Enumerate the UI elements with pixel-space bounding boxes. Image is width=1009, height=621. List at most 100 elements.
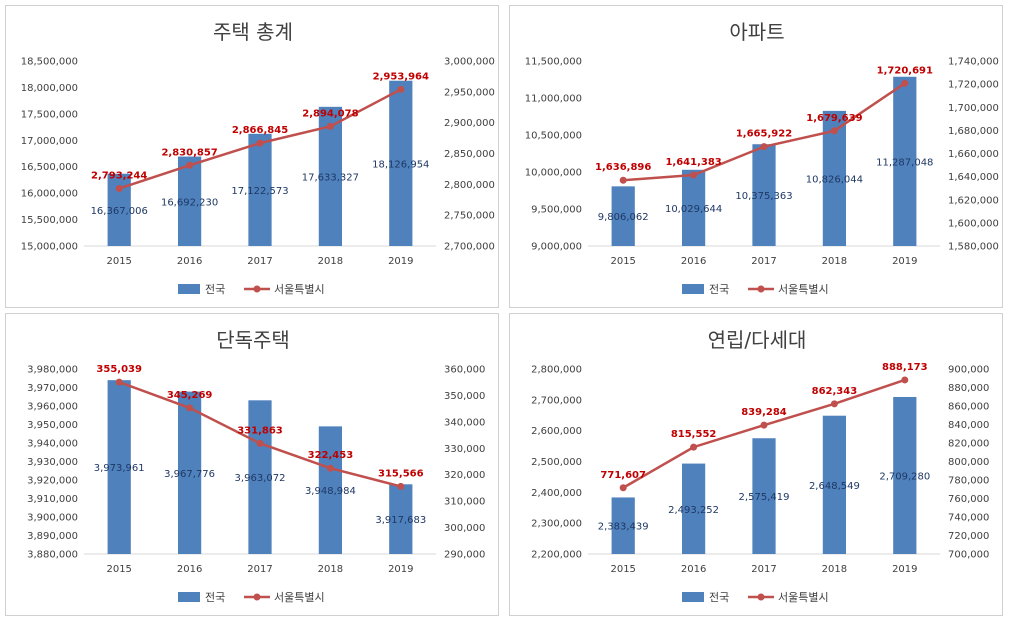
- bar-data-label: 2,648,549: [809, 481, 860, 492]
- bar-data-label: 3,963,072: [235, 473, 286, 484]
- left-axis-tick: 3,970,000: [27, 383, 78, 394]
- bar-2016: [681, 463, 706, 554]
- bar-2015: [611, 497, 635, 554]
- bar-data-label: 11,287,048: [876, 157, 933, 168]
- x-tick-label: 2017: [247, 256, 272, 267]
- chart-panel-row-multi-family: 연립/다세대 2,200,000 2,300,000 2,400,000 2,500,0…: [509, 313, 1003, 616]
- bar-data-label: 3,967,776: [164, 469, 215, 480]
- left-axis-tick: 3,950,000: [27, 420, 78, 431]
- line-point-2019: [397, 85, 405, 93]
- left-axis-tick: 15,500,000: [21, 215, 78, 226]
- right-axis-tick: 310,000: [444, 497, 485, 508]
- bar-2017: [248, 400, 272, 554]
- left-axis-tick: 3,880,000: [27, 550, 78, 561]
- x-tick-label: 2016: [177, 564, 202, 575]
- bar-2018: [318, 426, 343, 554]
- bar-2017: [248, 133, 272, 246]
- bar-data-label: 17,122,573: [231, 186, 288, 197]
- bar-2015: [107, 380, 131, 554]
- line-point-2015: [619, 484, 627, 492]
- line-data-label: 2,793,244: [91, 170, 147, 181]
- right-axis-tick: 350,000: [444, 391, 485, 402]
- left-axis-tick: 3,940,000: [27, 439, 78, 450]
- line-point-2018: [830, 400, 838, 408]
- bar-data-label: 3,917,683: [375, 515, 426, 526]
- left-axis-tick: 2,500,000: [531, 457, 582, 468]
- right-axis-tick: 760,000: [948, 494, 989, 505]
- line-data-label: 1,665,922: [736, 129, 792, 140]
- bar-2018: [822, 415, 847, 554]
- chart-svg: 연립/다세대 2,200,000 2,300,000 2,400,000 2,500,0…: [531, 328, 989, 604]
- x-tick-label: 2019: [892, 564, 917, 575]
- left-axis-tick: 9,500,000: [531, 205, 582, 216]
- line-point-2015: [115, 184, 123, 192]
- x-tick-label: 2018: [318, 256, 343, 267]
- left-axis-tick: 3,900,000: [27, 513, 78, 524]
- line-data-label: 345,269: [167, 390, 213, 401]
- right-axis-tick: 1,600,000: [948, 218, 999, 229]
- legend-label: 서울특별시: [778, 591, 829, 604]
- left-axis-tick: 11,500,000: [525, 57, 582, 68]
- left-axis-tick: 3,910,000: [27, 494, 78, 505]
- line-point-2017: [760, 421, 768, 429]
- bar-2016: [681, 169, 706, 246]
- line-point-2015: [115, 378, 123, 386]
- left-axis-tick: 17,000,000: [21, 136, 78, 147]
- x-tick-label: 2018: [822, 564, 847, 575]
- right-axis-tick: 330,000: [444, 444, 485, 455]
- line-point-2018: [326, 122, 334, 130]
- bar-data-label: 10,029,644: [665, 204, 722, 215]
- left-axis-tick: 2,400,000: [531, 488, 582, 499]
- chart-svg: 단독주택 3,880,000 3,890,000 3,900,000 3,910,000…: [27, 328, 485, 604]
- left-axis-tick: 9,000,000: [531, 242, 582, 253]
- chart-panel-apartment: 아파트 9,000,000 9,500,000 10,000,000 10,500,00…: [509, 5, 1003, 308]
- left-axis-tick: 2,300,000: [531, 519, 582, 530]
- left-axis-tick: 2,200,000: [531, 550, 582, 561]
- bar-data-label: 3,948,984: [305, 486, 356, 497]
- right-axis-tick: 1,680,000: [948, 126, 999, 137]
- chart-title: 아파트: [729, 20, 784, 44]
- line-data-label: 331,863: [237, 425, 283, 436]
- bar-data-label: 16,692,230: [161, 197, 218, 208]
- line-data-label: 862,343: [812, 386, 858, 397]
- right-axis-tick: 320,000: [444, 470, 485, 481]
- left-axis-tick: 18,500,000: [21, 57, 78, 68]
- right-axis-tick: 1,660,000: [948, 149, 999, 160]
- legend-line-marker: [757, 285, 765, 293]
- line-data-label: 1,641,383: [665, 157, 721, 168]
- right-axis-tick: 2,950,000: [444, 87, 495, 98]
- right-axis-tick: 2,800,000: [444, 180, 495, 191]
- bar-data-label: 17,633,327: [302, 172, 359, 183]
- bar-2017: [752, 438, 776, 554]
- x-tick-label: 2019: [388, 564, 413, 575]
- right-axis-tick: 1,740,000: [948, 57, 999, 68]
- line-point-2017: [256, 139, 264, 147]
- chart-panel-detached-house: 단독주택 3,880,000 3,890,000 3,900,000 3,910,000…: [5, 313, 499, 616]
- right-axis-tick: 720,000: [948, 531, 989, 542]
- left-axis-tick: 18,000,000: [21, 83, 78, 94]
- line-point-2016: [690, 171, 698, 179]
- line-point-2016: [690, 443, 698, 451]
- line-data-label: 1,720,691: [877, 65, 933, 76]
- right-axis-tick: 1,620,000: [948, 195, 999, 206]
- legend-label: 서울특별시: [778, 283, 829, 296]
- legend-label: 서울특별시: [274, 591, 325, 604]
- bar-data-label: 3,973,961: [94, 463, 145, 474]
- x-tick-label: 2015: [106, 256, 131, 267]
- line-point-2019: [397, 482, 405, 490]
- right-axis-tick: 2,850,000: [444, 149, 495, 160]
- chart-panel-total-housing: 주택 총계 15,000,000 15,500,000 16,000,000 16,50…: [5, 5, 499, 308]
- right-axis-tick: 290,000: [444, 550, 485, 561]
- legend-label: 전국: [709, 591, 729, 604]
- legend-label: 서울특별시: [274, 283, 325, 296]
- line-data-label: 315,566: [378, 468, 424, 479]
- legend-bar-swatch: [178, 284, 200, 294]
- line-point-2016: [186, 161, 194, 169]
- x-tick-label: 2019: [388, 256, 413, 267]
- x-tick-label: 2019: [892, 256, 917, 267]
- right-axis-tick: 700,000: [948, 550, 989, 561]
- x-tick-label: 2018: [318, 564, 343, 575]
- right-axis-tick: 740,000: [948, 513, 989, 524]
- line-data-label: 1,636,896: [595, 162, 651, 173]
- bar-data-label: 18,126,954: [372, 159, 429, 170]
